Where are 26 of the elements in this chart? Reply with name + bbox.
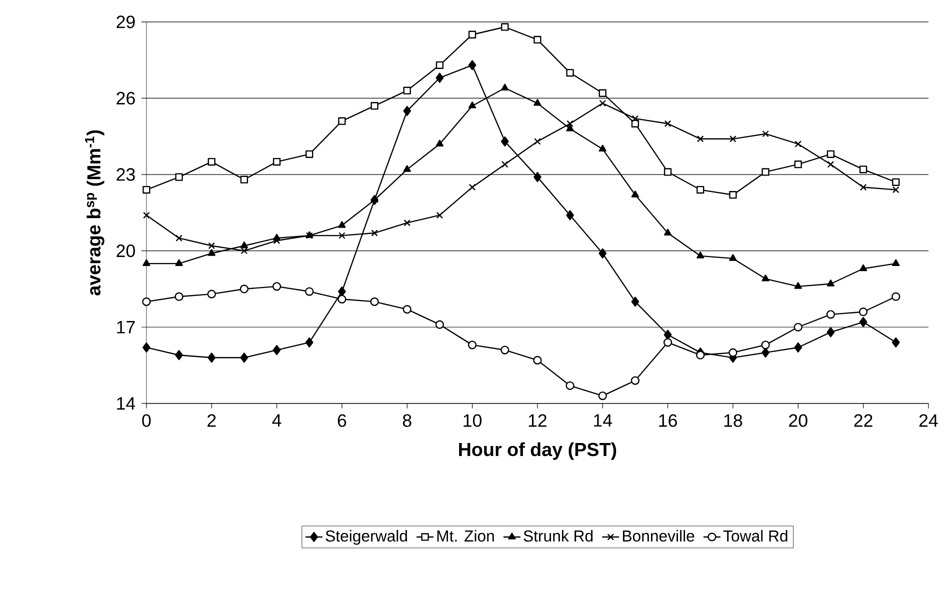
x-tick-label: 24	[919, 414, 938, 427]
x-tick-label: 12	[528, 414, 546, 427]
x-tick-label: 14	[594, 414, 612, 427]
x-tick-label: 4	[272, 414, 282, 427]
x-tick-label: 10	[464, 414, 482, 428]
y-tick-label: 20	[116, 244, 135, 258]
y-tick-label: 14	[117, 397, 136, 410]
x-tick-label: 22	[854, 414, 872, 427]
x-axis-title: Hour of day (PST)	[459, 442, 616, 460]
y-axis-title: average b$^{sp}$ (Mm$^{-1}$)	[85, 130, 104, 296]
x-tick-label: 8	[402, 414, 412, 428]
legend-label: Bonneville	[622, 530, 694, 542]
y-tick-label: 23	[116, 168, 135, 181]
x-tick-label: 16	[659, 414, 677, 428]
legend-label: Steigerwald	[326, 530, 407, 545]
x-tick-label: 2	[208, 414, 216, 427]
x-tick-label: 0	[142, 414, 151, 428]
legend-label: Strunk Rd	[524, 530, 593, 542]
legend-label: Towal Rd	[723, 530, 788, 542]
y-tick-label: 29	[116, 16, 135, 28]
x-tick-label: 18	[724, 414, 742, 428]
x-tick-label: 20	[789, 414, 808, 428]
legend-label: Mt. Zion	[437, 530, 494, 542]
y-tick-label: 17	[117, 321, 135, 334]
y-tick-label: 26	[116, 92, 135, 105]
x-tick-label: 6	[338, 414, 346, 428]
